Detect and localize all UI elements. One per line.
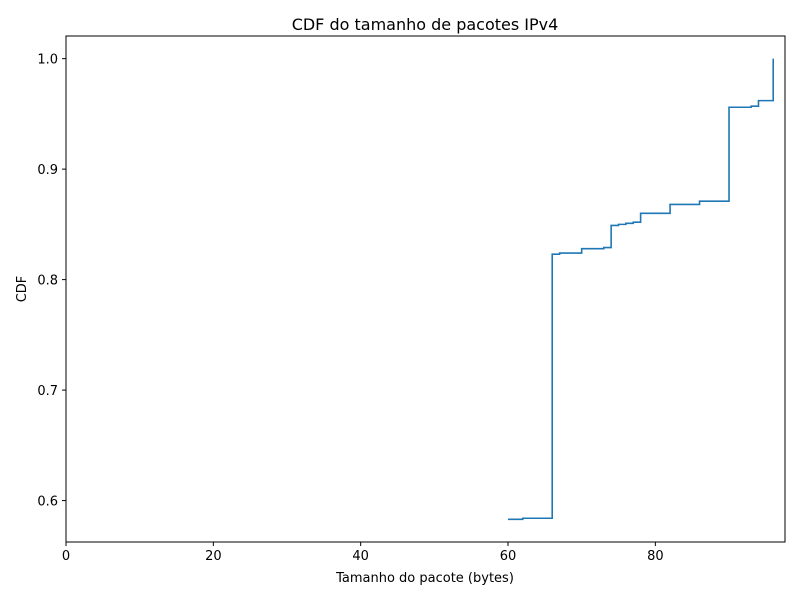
chart-title: CDF do tamanho de pacotes IPv4	[292, 15, 559, 34]
y-axis-label: CDF	[15, 276, 30, 303]
y-tick-label: 0.7	[37, 384, 58, 399]
y-tick-label: 0.9	[37, 163, 58, 178]
x-axis-label: Tamanho do pacote (bytes)	[335, 571, 514, 586]
cdf-step-line	[508, 58, 775, 521]
x-tick-label: 80	[647, 549, 664, 564]
y-tick-label: 0.8	[37, 274, 58, 289]
x-tick-label: 40	[352, 549, 369, 564]
y-tick-label: 1.0	[37, 53, 58, 68]
x-tick-label: 60	[500, 549, 517, 564]
x-tick-label: 20	[205, 549, 222, 564]
x-tick-label: 0	[62, 549, 70, 564]
plot-frame	[65, 35, 786, 543]
y-tick-label: 0.6	[37, 495, 58, 510]
